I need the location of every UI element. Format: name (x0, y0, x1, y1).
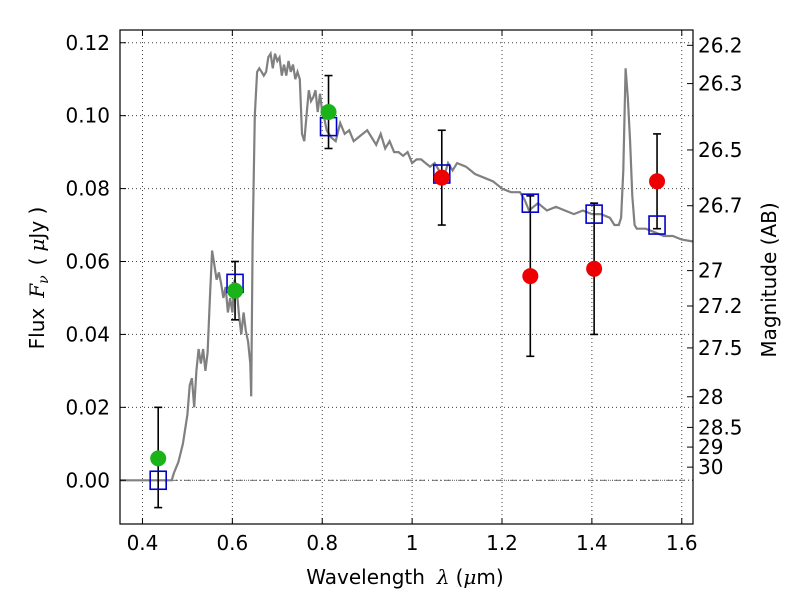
mag-tick-label: 27.5 (698, 336, 743, 360)
y-tick-label: 0.10 (65, 104, 110, 128)
mag-tick-label: 26.2 (698, 33, 743, 57)
measurement-point (649, 173, 666, 190)
detection-point (227, 282, 244, 299)
x-tick-label: 1 (406, 531, 419, 555)
y-tick-label: 0.08 (65, 177, 110, 201)
model-photometry-square (521, 193, 540, 213)
model-photometry-square (648, 215, 666, 235)
tick-layer: 0.4 0.6 0.8 1 1.2 1.4 1.6 0.00 0.02 0.04 0.06 0.08 0… (65, 30, 743, 555)
model-spectrum-line (120, 50, 694, 482)
detection-point (150, 450, 167, 467)
x-tick-label: 1.6 (666, 531, 698, 555)
mag-tick-label: 27.2 (698, 294, 743, 318)
mag-tick-label: 29 (698, 435, 723, 459)
mag-tick-label: 26.5 (698, 138, 743, 162)
measurement-point (586, 260, 603, 277)
y2-axis-label: Magnitude (AB) (757, 202, 781, 357)
y-tick-label: 0.12 (65, 31, 110, 55)
measurement-point (433, 169, 450, 186)
mag-tick-label: 30 (698, 455, 723, 479)
points-layer (149, 104, 666, 491)
model-photometry-square (585, 204, 603, 224)
x-axis-label: Wavelength λ (μm) (306, 565, 503, 589)
plot-frame (119, 29, 694, 525)
y-tick-label: 0.02 (65, 395, 110, 419)
y-tick-label: 0.04 (65, 322, 110, 346)
mag-tick-label: 28 (698, 385, 723, 409)
mag-tick-label: 28.5 (698, 415, 743, 439)
x-tick-label: 0.6 (216, 531, 248, 555)
y-tick-label: 0.06 (65, 250, 110, 274)
mag-tick-label: 26.7 (698, 194, 743, 218)
x-tick-label: 0.8 (306, 531, 338, 555)
mag-tick-label: 27 (698, 259, 723, 283)
model-photometry-square (149, 470, 167, 491)
measurement-point (522, 268, 539, 285)
mag-tick-label: 26.3 (698, 72, 743, 96)
spectrum-layer (120, 50, 694, 482)
detection-point (320, 104, 337, 121)
grid-layer (120, 30, 693, 524)
x-tick-label: 1.2 (486, 531, 518, 555)
y-tick-label: 0.00 (65, 468, 110, 492)
y-axis-label: FluxFν(μJy ) (25, 207, 52, 350)
x-tick-label: 0.4 (127, 531, 159, 555)
x-tick-label: 1.4 (576, 531, 608, 555)
